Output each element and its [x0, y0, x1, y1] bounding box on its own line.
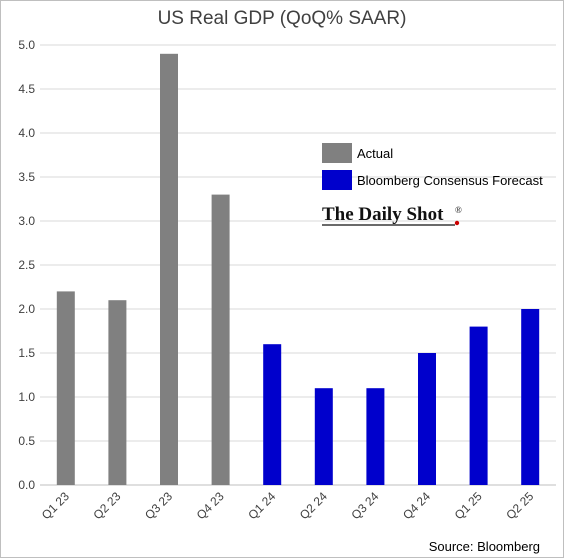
x-tick-label: Q2 24 [297, 489, 330, 522]
bar-forecast [418, 353, 436, 485]
bar-actual [56, 291, 75, 485]
x-tick-label: Q1 24 [245, 489, 278, 522]
bar-actual [160, 53, 178, 486]
x-tick-label: Q1 23 [39, 489, 72, 522]
legend-label: Bloomberg Consensus Forecast [357, 173, 543, 188]
y-tick-label: 1.0 [18, 390, 35, 404]
y-tick-label: 2.0 [18, 302, 35, 316]
bar-forecast [314, 388, 333, 485]
bars [56, 53, 540, 486]
y-axis-ticks: 0.0 0.5 1.0 1.5 2.0 2.5 3.0 3.5 4.0 4.5 5.0 [18, 38, 35, 492]
x-tick-label: Q2 25 [503, 489, 536, 522]
x-axis-ticks: Q1 23 Q2 23 Q3 23 Q4 23 Q1 24 Q2 24 Q3 24 Q4 24… [39, 489, 537, 522]
y-tick-label: 3.0 [18, 214, 35, 228]
bar-actual [108, 300, 127, 485]
x-tick-label: Q4 23 [194, 489, 227, 522]
bar-forecast [366, 388, 385, 485]
source-label: Source: Bloomberg [428, 539, 540, 554]
x-tick-label: Q4 24 [400, 489, 433, 522]
y-tick-label: 0.0 [18, 478, 35, 492]
y-tick-label: 3.5 [18, 170, 35, 184]
legend: Actual Bloomberg Consensus Forecast [322, 143, 543, 190]
legend-swatch-actual [322, 143, 352, 163]
y-tick-label: 2.5 [18, 258, 35, 272]
logo-registered-mark: ® [455, 205, 462, 215]
x-tick-label: Q3 23 [142, 489, 175, 522]
bar-actual [211, 194, 230, 485]
y-tick-label: 5.0 [18, 38, 35, 52]
y-tick-label: 4.5 [18, 82, 35, 96]
bar-forecast [521, 309, 540, 485]
logo-dot [454, 220, 460, 226]
bar-forecast [263, 344, 282, 485]
y-tick-label: 4.0 [18, 126, 35, 140]
y-tick-label: 1.5 [18, 346, 35, 360]
x-tick-label: Q1 25 [452, 489, 485, 522]
x-tick-label: Q2 23 [90, 489, 123, 522]
logo-text: The Daily Shot [322, 204, 444, 225]
x-tick-label: Q3 24 [348, 489, 381, 522]
y-tick-label: 0.5 [18, 434, 35, 448]
bar-forecast [469, 326, 488, 485]
legend-swatch-forecast [322, 170, 352, 190]
logo: The Daily Shot ® [322, 204, 462, 226]
chart-title: US Real GDP (QoQ% SAAR) [157, 8, 407, 29]
legend-label: Actual [357, 146, 393, 161]
